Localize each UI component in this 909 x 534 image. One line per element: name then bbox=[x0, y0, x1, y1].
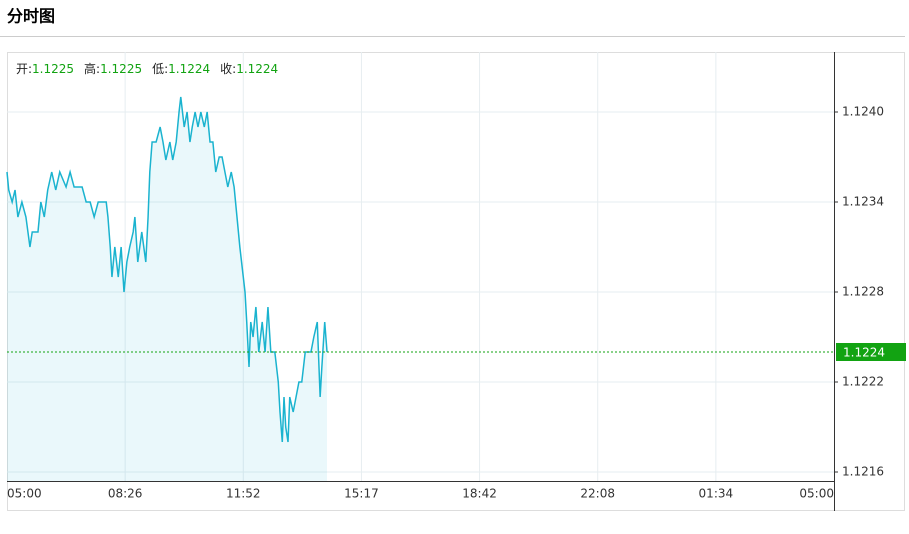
ohlc-value: 1.1225 bbox=[32, 62, 74, 76]
y-tick-label: 1.1222 bbox=[842, 375, 884, 389]
x-tick-label: 05:00 bbox=[7, 487, 42, 501]
ohlc-label: 低: bbox=[152, 62, 168, 76]
ohlc-label: 收: bbox=[220, 62, 236, 76]
last-price-label: 1.1224 bbox=[843, 346, 885, 360]
x-tick-label: 01:34 bbox=[699, 487, 734, 501]
chart-title: 分时图 bbox=[7, 7, 55, 26]
x-tick-label: 22:08 bbox=[580, 487, 615, 501]
ohlc-value: 1.1225 bbox=[100, 62, 142, 76]
x-tick-label: 05:00 bbox=[799, 487, 834, 501]
ohlc-label: 开: bbox=[16, 62, 32, 76]
x-tick-label: 11:52 bbox=[226, 487, 261, 501]
y-tick-label: 1.1216 bbox=[842, 465, 884, 479]
last-price-box bbox=[836, 343, 906, 361]
price-line bbox=[6, 96, 328, 443]
x-tick-label: 18:42 bbox=[462, 487, 497, 501]
y-tick-label: 1.1240 bbox=[842, 105, 884, 119]
ohlc-value: 1.1224 bbox=[168, 62, 210, 76]
ohlc-value: 1.1224 bbox=[236, 62, 278, 76]
x-tick-label: 08:26 bbox=[108, 487, 143, 501]
area-fill bbox=[7, 97, 328, 481]
ohlc-header: 开:1.1225 高:1.1225 低:1.1224 收:1.1224 bbox=[16, 61, 278, 76]
ohlc-label: 高: bbox=[84, 61, 100, 76]
x-tick-label: 15:17 bbox=[344, 487, 379, 501]
chart-frame bbox=[7, 52, 905, 511]
y-tick-label: 1.1234 bbox=[842, 195, 884, 209]
y-tick-label: 1.1228 bbox=[842, 285, 884, 299]
